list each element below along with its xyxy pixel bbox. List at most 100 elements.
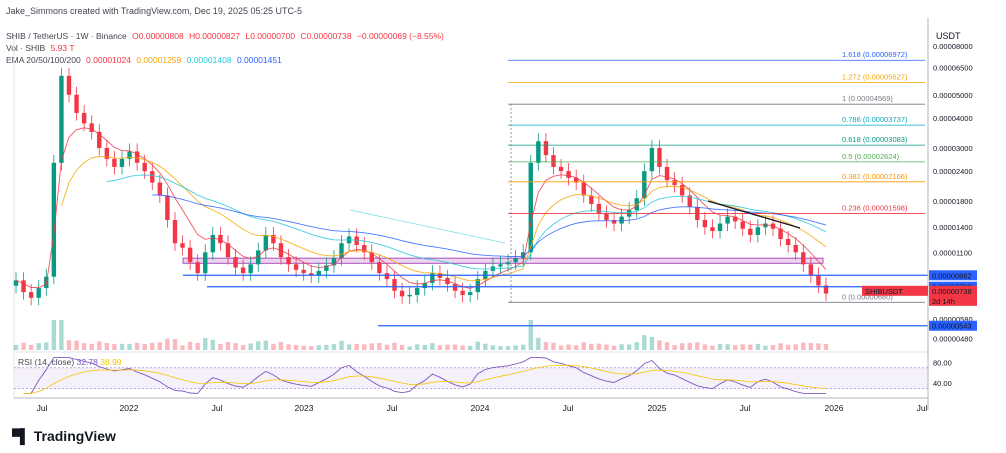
rsi-value2: 38.99 — [100, 357, 122, 367]
volume-bar — [725, 344, 730, 350]
volume-bar — [490, 345, 496, 350]
volume-bar — [823, 344, 829, 350]
candle — [240, 267, 246, 274]
volume-bar — [180, 345, 185, 350]
volume-bar — [536, 337, 541, 350]
volume-bar — [611, 345, 617, 350]
symbol-legend[interactable]: SHIB / TetherUS · 1W · Binance O0.000008… — [6, 31, 447, 41]
candle — [263, 234, 269, 251]
volume-bar — [286, 344, 291, 350]
candle — [816, 275, 821, 286]
fib-label: 1.272 (0.00005627) — [842, 73, 908, 82]
volume-bar — [89, 343, 94, 350]
candle — [536, 141, 541, 163]
candle — [725, 216, 730, 224]
volume-bar — [717, 344, 723, 350]
x-tick-label: 2026 — [825, 403, 844, 413]
candle — [710, 227, 715, 231]
candle — [112, 158, 117, 167]
price-badge-bg — [929, 270, 977, 281]
volume-bar — [157, 342, 163, 350]
candle — [808, 264, 814, 276]
candle — [642, 171, 647, 199]
volume-bar — [452, 344, 458, 350]
volume-bar — [225, 342, 231, 350]
volume-bar — [172, 339, 178, 350]
volume-bar — [354, 343, 359, 350]
candle — [649, 147, 655, 172]
volume-bar — [97, 341, 102, 350]
volume-bar — [785, 344, 791, 350]
candle — [558, 166, 564, 172]
y-tick-label: 0.00000480 — [933, 335, 973, 344]
candle — [551, 155, 556, 167]
candle — [596, 204, 602, 214]
candle — [460, 290, 465, 295]
ema-line — [60, 156, 827, 282]
volume-bar — [203, 338, 208, 350]
volume-bar — [755, 343, 761, 350]
candle — [619, 216, 624, 224]
volume-bar — [475, 341, 480, 350]
volume-bar — [331, 344, 337, 350]
candle — [180, 243, 185, 248]
fib-label: 0.382 (0.00002166) — [842, 172, 908, 181]
x-tick-label: Jul — [387, 403, 398, 413]
volume-bar — [483, 343, 488, 350]
volume-bar — [248, 343, 253, 350]
volume-bar — [301, 345, 306, 350]
fib-label: 0.5 (0.00002624) — [842, 152, 900, 161]
volume-bar — [392, 342, 397, 350]
y-tick-label: 0.00008000 — [933, 42, 973, 51]
y-tick-label: 0.00000580 — [933, 315, 973, 324]
volume-bar — [384, 344, 390, 350]
brand-name: TradingView — [33, 428, 116, 444]
y-tick-label: 0.00001800 — [933, 197, 973, 206]
volume-bar — [316, 345, 322, 350]
candle — [634, 198, 639, 211]
volume-bar — [218, 343, 223, 350]
candle — [687, 195, 692, 208]
candle — [104, 147, 110, 159]
volume-bar — [664, 342, 670, 350]
ema-legend[interactable]: EMA 20/50/100/200 0.00001024 0.00001259 … — [6, 55, 285, 65]
candle — [331, 258, 337, 266]
volume-legend[interactable]: Vol · SHIB 5.93 T — [6, 43, 78, 53]
volume-bar — [134, 342, 140, 350]
volume-bar — [28, 344, 34, 350]
volume-bar — [445, 344, 450, 350]
volume-bar — [256, 341, 261, 350]
y-tick-label: 0.00004000 — [933, 114, 973, 123]
y-tick-label: 0.00006500 — [933, 64, 973, 73]
candle — [369, 252, 374, 263]
volume-bar — [271, 343, 276, 350]
volume-bar — [581, 342, 586, 350]
volume-bar — [74, 340, 79, 350]
volume-bar — [377, 343, 382, 350]
candle — [732, 216, 738, 222]
candle — [793, 244, 798, 253]
volume-bar — [346, 344, 352, 350]
x-tick-label: Jul — [37, 403, 48, 413]
volume-bar — [460, 345, 465, 350]
volume-bar — [528, 320, 533, 350]
price-badge: 0.00000543 — [932, 322, 972, 331]
candle — [664, 166, 670, 181]
volume-bar — [657, 340, 662, 350]
fib-label: 0 (0.00000680) — [842, 292, 893, 301]
ema-line — [152, 194, 827, 257]
candle — [81, 112, 87, 124]
volume-bar — [808, 342, 814, 350]
candle — [172, 220, 178, 244]
volume-bar — [437, 345, 443, 350]
volume-bar — [740, 344, 745, 350]
candle — [248, 264, 253, 274]
volume-bar — [66, 340, 72, 350]
tradingview-logo: ▀▌ TradingView — [12, 428, 116, 444]
volume-bar — [498, 346, 503, 350]
candle — [384, 273, 390, 280]
volume-bar — [763, 345, 768, 350]
volume-bar — [36, 343, 41, 350]
candle — [498, 264, 503, 267]
